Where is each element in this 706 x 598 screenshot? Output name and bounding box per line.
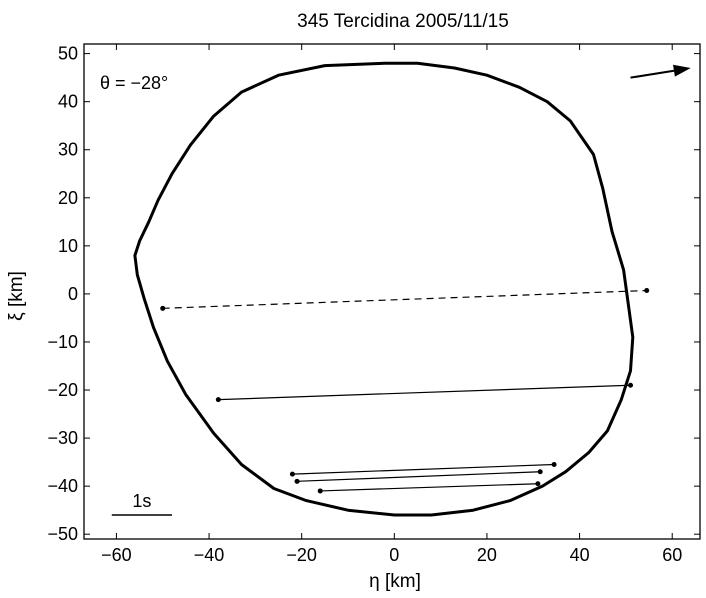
x-tick-label: 0: [389, 545, 399, 565]
y-tick-label: 10: [58, 236, 78, 256]
x-tick-label: 40: [570, 545, 590, 565]
x-tick-label: −40: [194, 545, 225, 565]
x-tick-label: −20: [286, 545, 317, 565]
chord-2-end-point: [628, 382, 634, 388]
theta-annotation: θ = −28°: [100, 73, 168, 93]
chord-5-end-point: [535, 481, 541, 487]
y-tick-label: −40: [47, 476, 78, 496]
chord-1-end-point: [644, 288, 650, 294]
chord-4-end-point: [537, 469, 543, 475]
axis-ticks: −60 −40 −20 0 20 40 60 −50 −40 −30 −20 −10 0 10 20 30 40…: [47, 44, 700, 565]
y-tick-label: −50: [47, 524, 78, 544]
chord-3-start-point: [289, 471, 295, 477]
chord-1-start-point: [160, 305, 166, 311]
chord-3: [292, 463, 555, 475]
y-tick-label: −30: [47, 428, 78, 448]
y-tick-label: 50: [58, 44, 78, 64]
y-tick-label: 0: [68, 284, 78, 304]
direction-arrow-head: [673, 64, 691, 77]
chord-3-end-point: [551, 462, 557, 468]
chord-2: [218, 384, 631, 401]
y-axis-label: ξ [km]: [6, 271, 27, 321]
asteroid-profile-outline: [133, 61, 635, 517]
direction-arrow-shaft: [630, 69, 675, 79]
plot-frame: [83, 43, 701, 540]
scale-bar-label: 1s: [132, 491, 151, 511]
chord-5: [320, 483, 538, 492]
y-tick-label: 20: [58, 188, 78, 208]
y-tick-label: 30: [58, 140, 78, 160]
x-tick-label: −60: [101, 545, 132, 565]
y-tick-label: 40: [58, 92, 78, 112]
x-tick-label: 20: [477, 545, 497, 565]
chord-4-start-point: [294, 478, 300, 484]
chord-5-start-point: [317, 488, 323, 494]
x-tick-label: 60: [662, 545, 682, 565]
x-axis-label: η [km]: [369, 571, 421, 592]
chord-4: [297, 471, 541, 482]
chart-title: 345 Tercidina 2005/11/15: [297, 11, 509, 32]
chord-2-start-point: [215, 397, 221, 403]
chord-1-dashed: [162, 289, 647, 309]
y-tick-label: −10: [47, 332, 78, 352]
y-tick-label: −20: [47, 380, 78, 400]
plot-marks: 1s: [111, 61, 691, 517]
